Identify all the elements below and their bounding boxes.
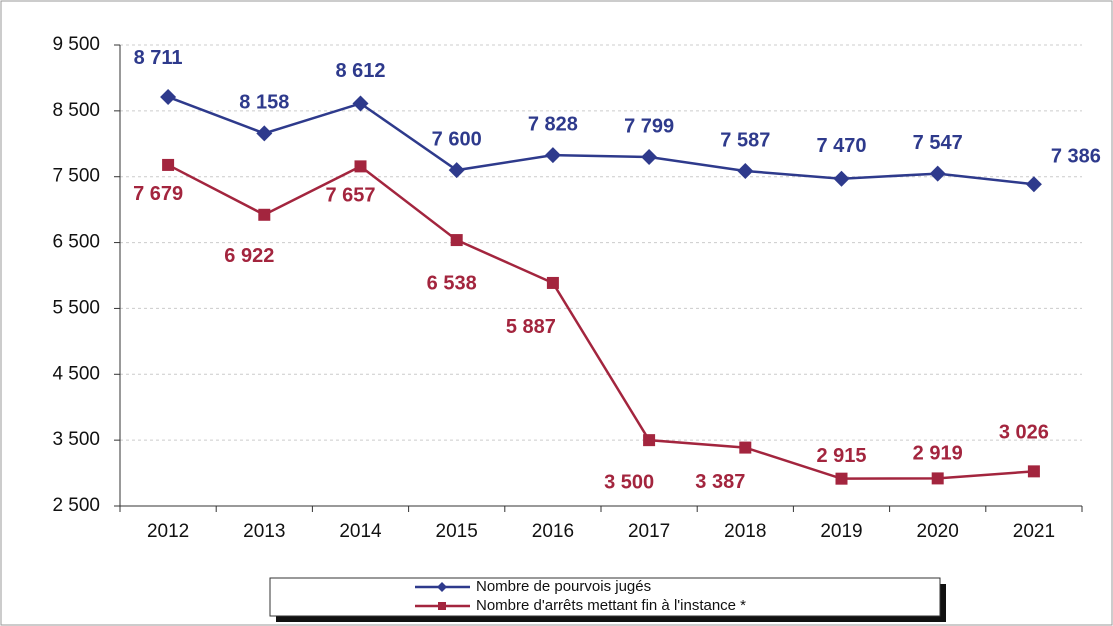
value-label: 8 158 [239, 92, 289, 114]
marker [641, 149, 658, 166]
value-label: 6 538 [427, 272, 477, 294]
marker [162, 158, 175, 171]
value-label: 3 026 [999, 422, 1049, 444]
y-tick-label: 4 500 [52, 363, 100, 384]
marker [544, 147, 561, 164]
marker [835, 472, 848, 485]
value-label: 8 612 [335, 60, 385, 82]
value-label: 7 547 [913, 132, 963, 154]
marker [352, 95, 369, 112]
y-tick-label: 2 500 [52, 495, 100, 516]
x-tick-label: 2012 [147, 521, 189, 542]
value-label: 7 587 [720, 129, 770, 151]
marker [739, 441, 752, 454]
value-label: 7 828 [528, 113, 578, 135]
x-tick-label: 2014 [339, 521, 382, 542]
y-tick-label: 8 500 [52, 100, 100, 121]
marker [256, 125, 273, 142]
value-label: 7 679 [133, 183, 183, 205]
marker [931, 472, 944, 485]
marker [643, 434, 656, 447]
marker [1027, 465, 1040, 478]
y-tick-label: 3 500 [52, 429, 100, 450]
value-label: 7 470 [816, 135, 866, 157]
legend-box [269, 577, 941, 617]
legend-marker [437, 582, 447, 592]
value-label: 7 600 [432, 128, 482, 150]
value-label: 2 915 [816, 445, 866, 467]
value-label: 3 500 [604, 471, 654, 493]
x-tick-label: 2019 [820, 521, 862, 542]
x-tick-label: 2017 [628, 521, 670, 542]
value-label: 5 887 [506, 316, 556, 338]
value-label: 7 386 [1051, 146, 1101, 168]
x-tick-label: 2013 [243, 521, 285, 542]
value-label: 6 922 [224, 245, 274, 267]
x-tick-label: 2020 [917, 521, 959, 542]
x-tick-label: 2021 [1013, 521, 1055, 542]
series-line [167, 163, 1034, 480]
marker [354, 160, 367, 173]
legend-label: Nombre de pourvois jugés [476, 578, 651, 595]
value-label: 7 799 [624, 115, 674, 137]
y-tick-label: 7 500 [52, 166, 100, 187]
legend-marker [438, 602, 446, 610]
marker [160, 88, 177, 105]
y-tick-label: 6 500 [52, 232, 100, 253]
marker [1025, 176, 1042, 193]
x-tick-label: 2015 [436, 521, 478, 542]
series-line [167, 95, 1035, 186]
marker [546, 276, 559, 289]
x-tick-label: 2016 [532, 521, 574, 542]
marker [258, 208, 271, 221]
value-label: 7 657 [325, 185, 375, 207]
marker [448, 162, 465, 179]
y-tick-label: 5 500 [52, 297, 100, 318]
marker [737, 162, 754, 179]
value-label: 2 919 [913, 443, 963, 465]
marker [450, 234, 463, 247]
legend-label: Nombre d'arrêts mettant fin à l'instance… [476, 597, 746, 614]
x-tick-label: 2018 [724, 521, 766, 542]
marker [929, 165, 946, 182]
marker [833, 170, 850, 187]
value-label: 3 387 [695, 471, 745, 493]
value-label: 8 711 [134, 47, 183, 69]
y-tick-label: 9 500 [52, 34, 100, 55]
